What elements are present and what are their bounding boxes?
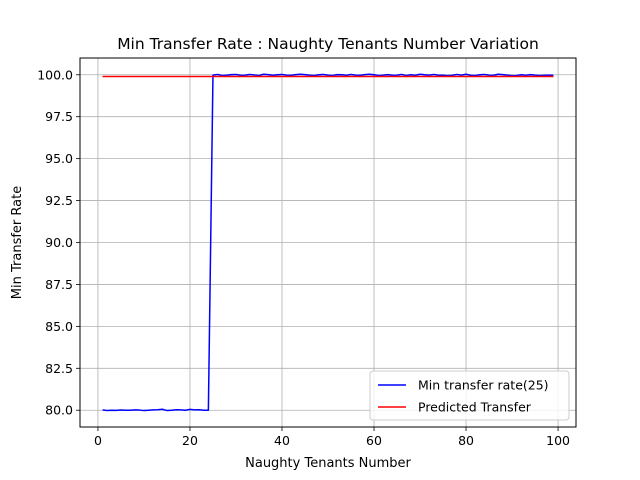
series-layer: [102, 73, 554, 412]
y-tick-label-3: 87.5: [45, 277, 73, 292]
y-axis-ticks: 80.0 82.5 85.0 87.5 90.0 92.5 95.0 97.5 100.0: [37, 67, 80, 418]
y-tick-label-5: 92.5: [45, 193, 73, 208]
y-tick-label-7: 97.5: [45, 109, 73, 124]
x-tick-label-1: 20: [182, 433, 198, 448]
x-tick-label-0: 0: [94, 433, 102, 448]
x-tick-label-2: 40: [274, 433, 290, 448]
legend: Min transfer rate(25) Predicted Transfer: [369, 370, 570, 421]
x-tick-label-3: 60: [366, 433, 382, 448]
x-tick-label-4: 80: [458, 433, 474, 448]
y-tick-label-1: 82.5: [45, 361, 73, 376]
y-tick-label-2: 85.0: [45, 319, 73, 334]
y-axis-title: Min Transfer Rate: [10, 186, 25, 299]
legend-label-predicted-transfer: Predicted Transfer: [418, 400, 532, 415]
series-line-0: [102, 73, 554, 412]
legend-box: [369, 370, 570, 421]
chart-title: Min Transfer Rate : Naughty Tenants Numb…: [117, 35, 539, 53]
y-tick-label-6: 95.0: [45, 151, 73, 166]
legend-label-min-transfer-rate: Min transfer rate(25): [418, 378, 549, 393]
x-axis-title: Naughty Tenants Number: [245, 456, 411, 471]
x-tick-label-5: 100: [546, 433, 570, 448]
y-tick-label-4: 90.0: [45, 235, 73, 250]
y-tick-label-0: 80.0: [45, 403, 73, 418]
x-axis-ticks: 0 20 40 60 80 100: [94, 427, 570, 448]
y-tick-label-8: 100.0: [37, 67, 73, 82]
plot-area: [79, 57, 577, 428]
